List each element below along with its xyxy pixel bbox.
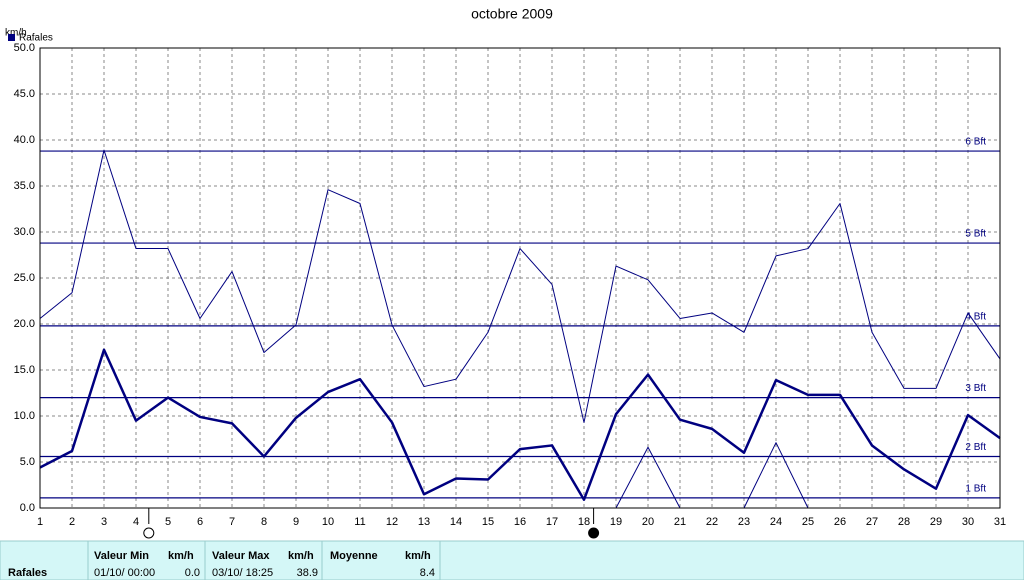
- table-unit: km/h: [288, 550, 314, 562]
- table-unit: km/h: [168, 550, 194, 562]
- y-tick-label: 10.0: [14, 410, 35, 422]
- moon-marker: [588, 527, 600, 539]
- x-tick-label: 11: [354, 516, 365, 528]
- table-background: [0, 540, 1024, 580]
- y-tick-label: 5.0: [20, 456, 35, 468]
- x-tick-label: 2: [69, 516, 75, 528]
- x-tick-label: 31: [994, 516, 1006, 528]
- table-time: 01/10/ 00:00: [94, 567, 155, 579]
- legend-label: Rafales: [19, 33, 53, 44]
- y-tick-label: 45.0: [14, 88, 35, 100]
- x-tick-label: 21: [674, 516, 686, 528]
- x-tick-label: 28: [898, 516, 910, 528]
- chart-title: octobre 2009: [471, 6, 553, 22]
- reference-label: 6 Bft: [965, 137, 986, 148]
- x-tick-label: 17: [546, 516, 558, 528]
- y-axis-label: km/h: [5, 28, 27, 39]
- y-tick-label: 35.0: [14, 180, 35, 192]
- table-header: Valeur Max: [212, 550, 270, 562]
- x-tick-label: 24: [770, 516, 782, 528]
- x-tick-label: 12: [386, 516, 398, 528]
- table-value: 8.4: [420, 567, 435, 579]
- x-tick-label: 9: [293, 516, 299, 528]
- reference-label: 3 Bft: [965, 383, 986, 394]
- reference-label: 1 Bft: [965, 484, 986, 495]
- x-tick-label: 13: [418, 516, 430, 528]
- plot-border: [39, 47, 1001, 509]
- y-tick-label: 0.0: [20, 502, 35, 514]
- x-tick-label: 26: [834, 516, 846, 528]
- table-row-label: Rafales: [8, 567, 47, 579]
- x-tick-label: 20: [642, 516, 654, 528]
- y-tick-label: 25.0: [14, 272, 35, 284]
- table-header: Valeur Min: [94, 550, 149, 562]
- y-tick-label: 30.0: [14, 226, 35, 238]
- x-tick-label: 10: [322, 516, 334, 528]
- x-tick-label: 7: [229, 516, 235, 528]
- legend-swatch: [8, 34, 15, 41]
- table-unit: km/h: [405, 550, 431, 562]
- x-tick-label: 29: [930, 516, 942, 528]
- reference-label: 2 Bft: [965, 442, 986, 453]
- moon-marker: [143, 527, 155, 539]
- table-time: 03/10/ 18:25: [212, 567, 273, 579]
- x-tick-label: 1: [37, 516, 43, 528]
- reference-label: 5 Bft: [965, 229, 986, 240]
- x-tick-label: 23: [738, 516, 750, 528]
- x-tick-label: 19: [610, 516, 622, 528]
- x-tick-label: 27: [866, 516, 878, 528]
- series-line: [39, 348, 1001, 501]
- x-tick-label: 16: [514, 516, 526, 528]
- x-tick-label: 30: [962, 516, 974, 528]
- x-tick-label: 18: [578, 516, 590, 528]
- y-tick-label: 20.0: [14, 318, 35, 330]
- y-tick-label: 40.0: [14, 134, 35, 146]
- x-tick-label: 15: [482, 516, 494, 528]
- series-line: [39, 149, 1001, 423]
- y-tick-label: 50.0: [14, 42, 35, 54]
- table-value: 38.9: [297, 567, 318, 579]
- x-tick-label: 6: [197, 516, 203, 528]
- x-tick-label: 25: [802, 516, 814, 528]
- x-tick-label: 4: [133, 516, 139, 528]
- x-tick-label: 22: [706, 516, 718, 528]
- y-tick-label: 15.0: [14, 364, 35, 376]
- reference-label: 4 Bft: [965, 311, 986, 322]
- table-value: 0.0: [185, 567, 200, 579]
- table-header: Moyenne: [330, 550, 378, 562]
- x-tick-label: 14: [450, 516, 462, 528]
- x-tick-label: 3: [101, 516, 107, 528]
- x-tick-label: 5: [165, 516, 171, 528]
- x-tick-label: 8: [261, 516, 267, 528]
